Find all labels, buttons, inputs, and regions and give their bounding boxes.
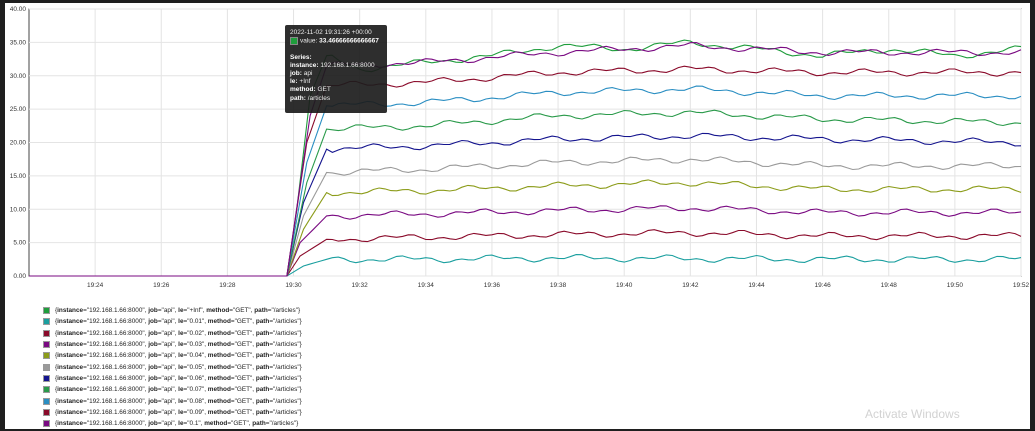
y-tick-label: 0.00 [13, 273, 26, 280]
x-tick-label: 19:44 [748, 282, 765, 289]
legend-item[interactable]: {instance="192.168.1.66:8000", job="api"… [43, 339, 643, 350]
legend-item[interactable]: {instance="192.168.1.66:8000", job="api"… [43, 350, 643, 361]
y-tick-label: 30.00 [10, 73, 27, 80]
series-line [29, 42, 1022, 277]
x-tick-label: 19:50 [947, 282, 964, 289]
tooltip-label-method: method: GET [290, 86, 331, 94]
tooltip-label-instance: instance: 192.168.1.66:8000 [290, 62, 375, 70]
legend-item[interactable]: {instance="192.168.1.66:8000", job="api"… [43, 418, 643, 429]
x-tick-label: 19:28 [219, 282, 236, 289]
legend-swatch [43, 341, 50, 349]
legend-swatch [43, 363, 50, 371]
legend-item[interactable]: {instance="192.168.1.66:8000", job="api"… [43, 395, 643, 406]
legend-label: {instance="192.168.1.66:8000", job="api"… [55, 307, 301, 315]
x-tick-label: 19:42 [682, 282, 699, 289]
x-tick-label: 19:34 [418, 282, 435, 289]
legend-label: {instance="192.168.1.66:8000", job="api"… [55, 420, 299, 428]
y-tick-label: 25.00 [10, 106, 27, 113]
y-tick-label: 15.00 [10, 173, 27, 180]
legend-label: {instance="192.168.1.66:8000", job="api"… [55, 341, 302, 349]
legend-swatch [43, 318, 50, 326]
legend-label: {instance="192.168.1.66:8000", job="api"… [55, 408, 302, 416]
legend-label: {instance="192.168.1.66:8000", job="api"… [55, 318, 302, 326]
x-tick-label: 19:40 [616, 282, 633, 289]
line-chart: 0.00 5.00 10.00 15.00 20.00 25.00 30.00 35.00 40… [10, 6, 1030, 289]
x-tick-label: 19:24 [87, 282, 104, 289]
chart-legend: {instance="192.168.1.66:8000", job="api"… [43, 305, 643, 429]
legend-item[interactable]: {instance="192.168.1.66:8000", job="api"… [43, 373, 643, 384]
legend-item[interactable]: {instance="192.168.1.66:8000", job="api"… [43, 328, 643, 339]
graph-panel: 0.00 5.00 10.00 15.00 20.00 25.00 30.00 35.00 40… [5, 3, 1030, 429]
tooltip-label-path: path: /articles [290, 94, 331, 102]
legend-label: {instance="192.168.1.66:8000", job="api"… [55, 397, 302, 405]
series-color-swatch [290, 37, 298, 46]
tooltip-label-job: job: api [290, 70, 313, 78]
y-tick-label: 35.00 [10, 39, 27, 46]
y-tick-label: 10.00 [10, 206, 27, 213]
x-tick-label: 19:36 [484, 282, 501, 289]
legend-swatch [43, 420, 50, 428]
legend-item[interactable]: {instance="192.168.1.66:8000", job="api"… [43, 384, 643, 395]
x-tick-label: 19:46 [814, 282, 831, 289]
legend-swatch [43, 352, 50, 360]
y-tick-label: 20.00 [10, 140, 27, 147]
legend-item[interactable]: {instance="192.168.1.66:8000", job="api"… [43, 316, 643, 327]
tooltip-value-label: value: [300, 37, 318, 45]
legend-label: {instance="192.168.1.66:8000", job="api"… [55, 374, 302, 382]
tooltip-value: 33.46666666666667 [319, 37, 379, 45]
tooltip-label-le: le: +Inf [290, 78, 311, 86]
legend-label: {instance="192.168.1.66:8000", job="api"… [55, 329, 302, 337]
tooltip-value-row: value: 33.46666666666667 [290, 37, 382, 46]
legend-swatch [43, 374, 50, 382]
legend-swatch [43, 307, 50, 315]
legend-swatch [43, 397, 50, 405]
legend-swatch [43, 408, 50, 416]
tooltip-series-heading: Series: [290, 53, 312, 61]
x-tick-label: 19:38 [550, 282, 567, 289]
legend-item[interactable]: {instance="192.168.1.66:8000", job="api"… [43, 407, 643, 418]
x-tick-label: 19:26 [153, 282, 170, 289]
x-tick-label: 19:30 [285, 282, 302, 289]
activate-windows-watermark: Activate Windows [865, 407, 960, 421]
legend-item[interactable]: {instance="192.168.1.66:8000", job="api"… [43, 305, 643, 316]
x-tick-label: 19:48 [881, 282, 898, 289]
y-tick-label: 5.00 [13, 240, 26, 247]
legend-label: {instance="192.168.1.66:8000", job="api"… [55, 363, 302, 371]
hover-tooltip: 2022-11-02 19:31:26 +00:00 value: 33.466… [285, 25, 387, 113]
x-tick-label: 19:32 [352, 282, 369, 289]
x-tick-label: 19:52 [1013, 282, 1030, 289]
legend-item[interactable]: {instance="192.168.1.66:8000", job="api"… [43, 361, 643, 372]
legend-swatch [43, 386, 50, 394]
legend-label: {instance="192.168.1.66:8000", job="api"… [55, 352, 302, 360]
tooltip-time: 2022-11-02 19:31:26 +00:00 [290, 29, 372, 36]
legend-label: {instance="192.168.1.66:8000", job="api"… [55, 386, 302, 394]
legend-swatch [43, 329, 50, 337]
y-tick-label: 40.00 [10, 6, 27, 13]
